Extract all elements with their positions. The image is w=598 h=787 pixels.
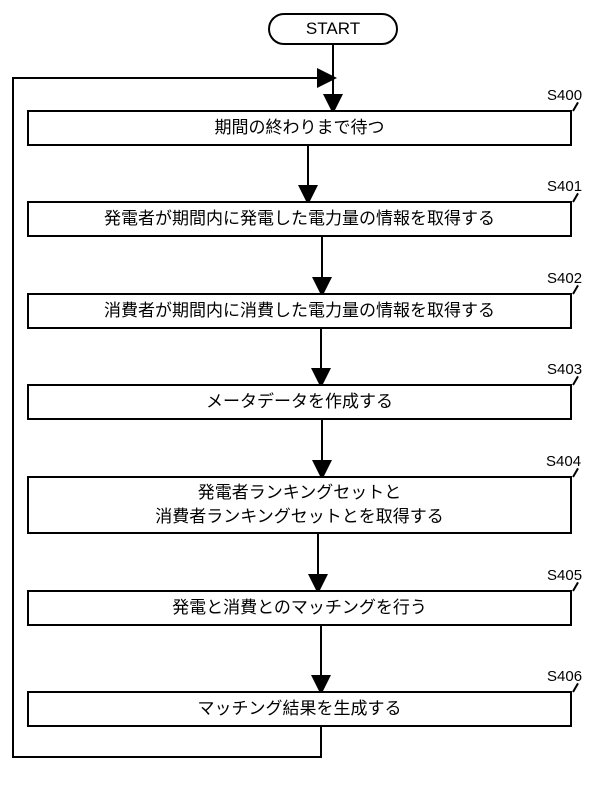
process-step-s405: 発電と消費とのマッチングを行う [27, 590, 572, 626]
start-node: START [268, 13, 398, 45]
start-label: START [306, 19, 360, 39]
process-step-s404: 発電者ランキングセットと 消費者ランキングセットとを取得する [27, 476, 572, 534]
process-step-text: 消費者が期間内に消費した電力量の情報を取得する [104, 299, 495, 323]
process-step-s401: 発電者が期間内に発電した電力量の情報を取得する [27, 201, 572, 237]
flowchart-container: START 期間の終わりまで待つS400発電者が期間内に発電した電力量の情報を取… [0, 0, 598, 787]
process-step-text: 発電と消費とのマッチングを行う [172, 596, 427, 620]
process-step-text: メータデータを作成する [206, 390, 393, 414]
process-step-text: マッチング結果を生成する [198, 697, 402, 721]
step-label-s404: S404 [546, 453, 581, 470]
process-step-text: 発電者ランキングセットと 消費者ランキングセットとを取得する [155, 481, 444, 529]
process-step-text: 期間の終わりまで待つ [215, 116, 385, 140]
process-step-s406: マッチング結果を生成する [27, 691, 572, 727]
process-step-s400: 期間の終わりまで待つ [27, 110, 572, 146]
process-step-s403: メータデータを作成する [27, 384, 572, 420]
process-step-text: 発電者が期間内に発電した電力量の情報を取得する [104, 207, 495, 231]
process-step-s402: 消費者が期間内に消費した電力量の情報を取得する [27, 293, 572, 329]
